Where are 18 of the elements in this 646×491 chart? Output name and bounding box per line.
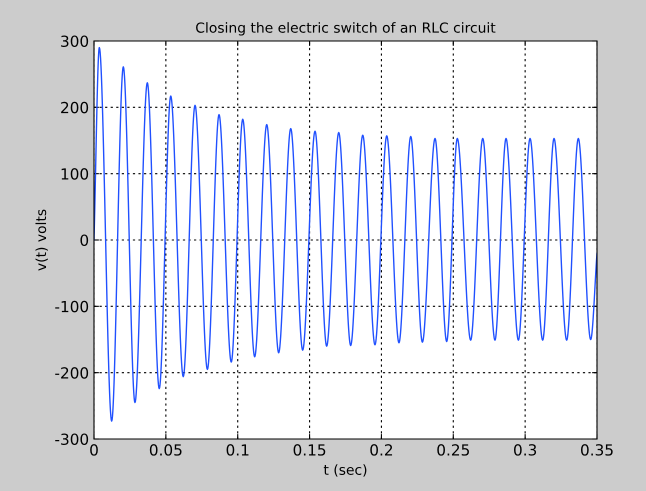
y-tick-label: 100 bbox=[62, 168, 88, 180]
y-tick-label: 0 bbox=[80, 234, 88, 246]
x-tick-label: 0.1 bbox=[226, 444, 248, 456]
y-tick-label: 200 bbox=[61, 102, 88, 114]
y-tick-label: 300 bbox=[61, 35, 88, 48]
y-axis-title: v(t) volts bbox=[35, 210, 48, 271]
x-tick-label: 0.05 bbox=[150, 444, 182, 456]
x-tick-label: 0.2 bbox=[370, 444, 392, 456]
x-tick-label: 0.25 bbox=[437, 444, 469, 456]
chart-title: Closing the electric switch of an RLC circuit bbox=[196, 22, 496, 36]
y-tick-label: -100 bbox=[55, 300, 88, 312]
x-tick-label: 0 bbox=[90, 444, 98, 456]
x-axis-title: t (sec) bbox=[324, 464, 366, 477]
y-tick-label: -200 bbox=[55, 367, 88, 379]
x-tick-label: 0.3 bbox=[514, 444, 536, 456]
x-tick-label: 0.35 bbox=[581, 444, 613, 456]
x-tick-label: 0.15 bbox=[294, 444, 326, 456]
y-tick-label: -300 bbox=[55, 433, 88, 446]
